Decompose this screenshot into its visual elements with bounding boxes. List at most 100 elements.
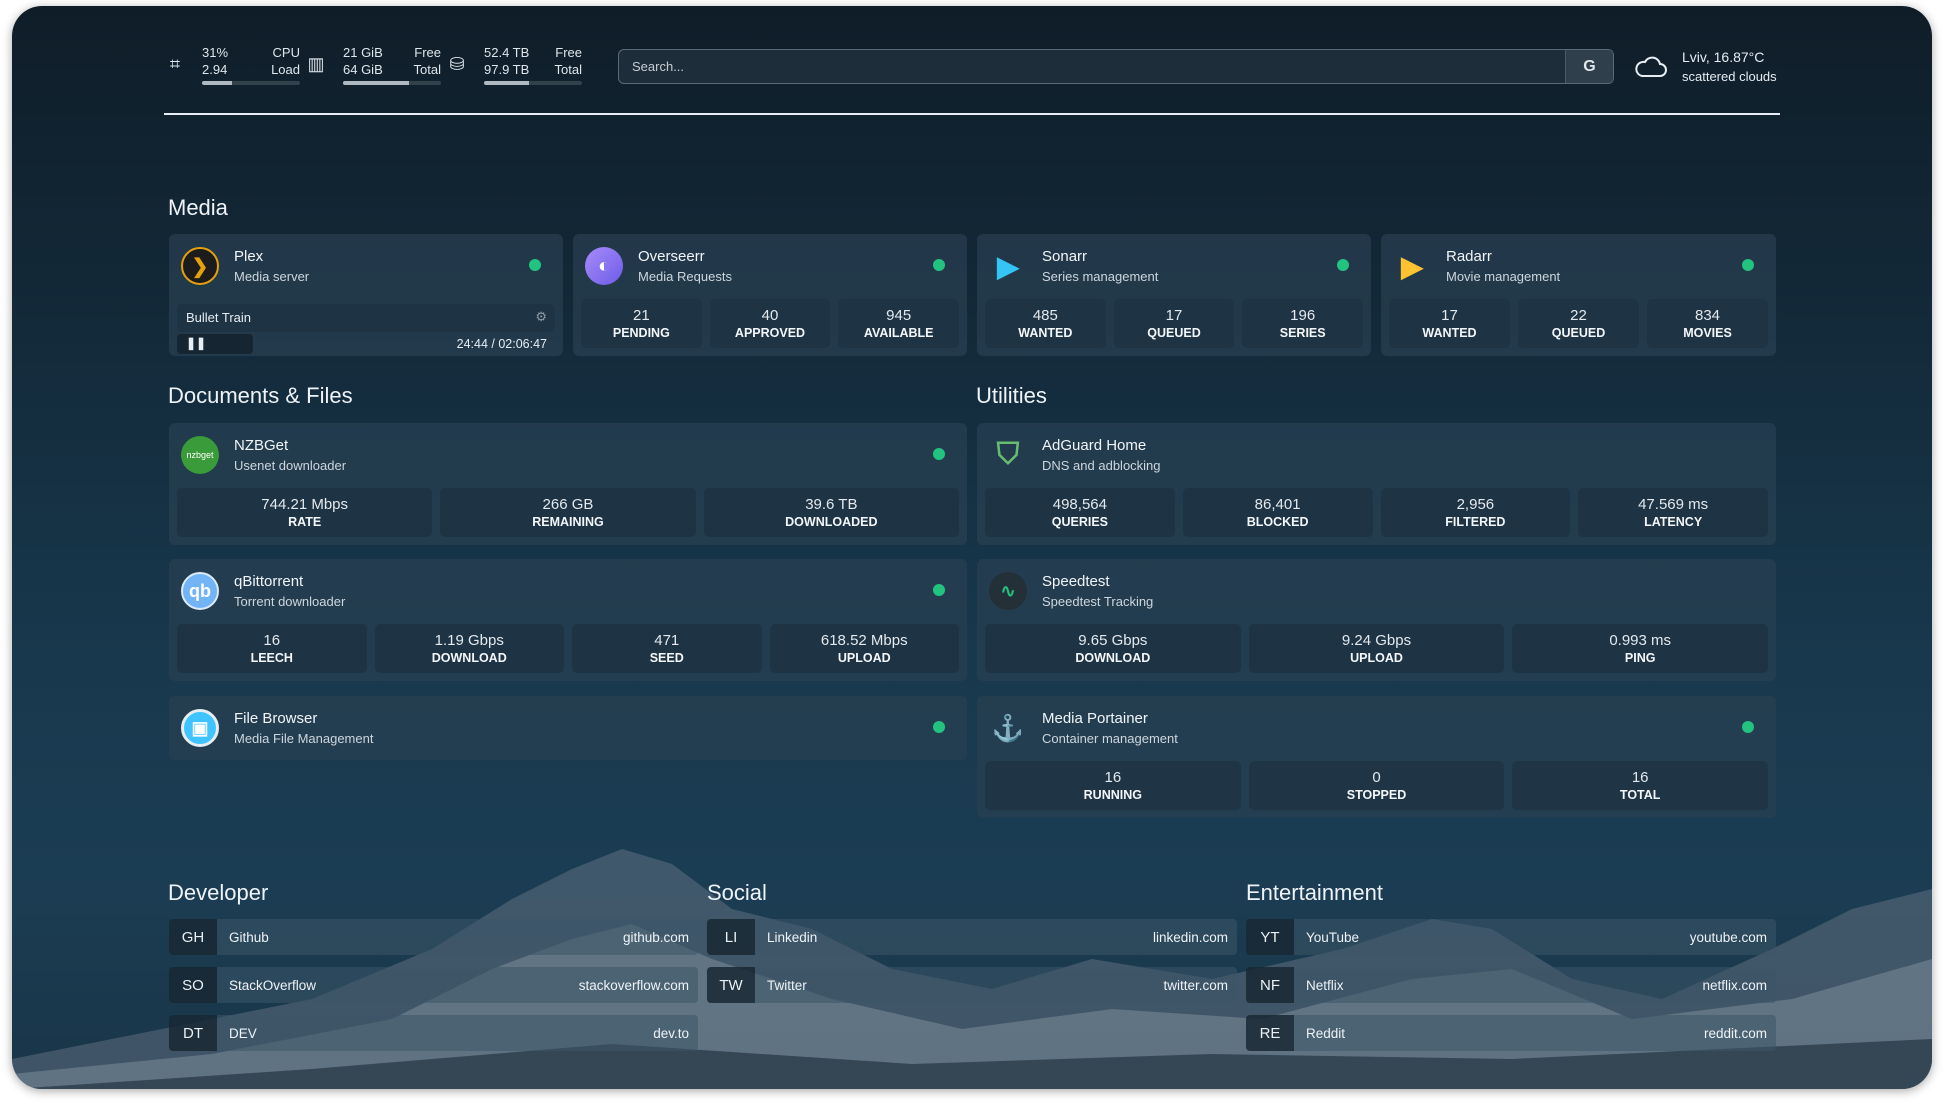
card-title: File Browser — [234, 710, 318, 727]
stat-label: AVAILABLE — [863, 326, 934, 340]
radarr-icon: ▶ — [1401, 250, 1423, 282]
bookmark-name: Linkedin — [767, 929, 818, 945]
playback-time: 24:44 / 02:06:47 — [456, 337, 547, 351]
plex-card[interactable]: ❯ Plex Media server Bullet Train ⚙ ❚❚ 24… — [169, 234, 563, 356]
stat-value: 17 — [1441, 307, 1458, 324]
stat-blocked: 86,401 BLOCKED — [1182, 488, 1373, 537]
qbittorrent-card[interactable]: qb qBittorrent Torrent downloader 16 LEECH… — [169, 559, 967, 681]
stats-row: 16 LEECH 1.19 Gbps DOWNLOAD 471 SEED 618.52 Mb… — [177, 624, 959, 673]
stat-queued: 22 QUEUED — [1518, 299, 1639, 348]
bookmark-netflix[interactable]: NF Netflix netflix.com — [1246, 967, 1776, 1003]
bookmark-url: youtube.com — [1689, 929, 1767, 945]
adguard-shield-icon: ⛉ — [996, 438, 1020, 471]
card-title: Speedtest — [1042, 573, 1110, 590]
nzbget-card[interactable]: nzbget NZBGet Usenet downloader 744.21 Mb… — [169, 423, 967, 545]
speedtest-card[interactable]: ∿ Speedtest Speedtest Tracking 9.65 Gbps D… — [977, 559, 1776, 681]
speedtest-icon: ∿ — [989, 572, 1027, 610]
status-dot — [1742, 259, 1754, 271]
weather-widget: Lviv, 16.87°C scattered clouds — [1634, 48, 1777, 86]
bookmark-url: linkedin.com — [1152, 929, 1228, 945]
adguard-card[interactable]: ⛉ AdGuard Home DNS and adblocking 498,564… — [977, 423, 1776, 545]
stat-value: 498,564 — [1052, 496, 1107, 513]
stats-row: 498,564 QUERIES 86,401 BLOCKED 2,956 FILTERED… — [985, 488, 1768, 537]
radarr-card[interactable]: ▶ Radarr Movie management 17 WANTED 22 QUEUE… — [1381, 234, 1776, 356]
stat-wanted: 485 WANTED — [985, 299, 1106, 348]
bookmark-url: dev.to — [653, 1025, 689, 1041]
settings-icon[interactable]: ⚙ — [535, 309, 547, 324]
stat-label: REMAINING — [532, 515, 604, 529]
stat-label: BLOCKED — [1246, 515, 1309, 529]
card-title: Media Portainer — [1042, 710, 1148, 727]
stat-value: 9.65 Gbps — [1078, 632, 1148, 649]
stat-value: 945 — [886, 307, 912, 324]
bookmark-github[interactable]: GH Github github.com — [169, 919, 698, 955]
playback-bar: ❚❚ 24:44 / 02:06:47 — [177, 334, 555, 354]
google-search-button[interactable]: G — [1565, 50, 1613, 83]
stat-label: FILTERED — [1445, 515, 1506, 529]
disk-bar — [484, 81, 582, 85]
stat-label: WANTED — [1422, 326, 1477, 340]
stat-label: DOWNLOAD — [431, 651, 507, 665]
memory-free: 21 GiB — [343, 45, 383, 60]
bookmark-abbr: RE — [1246, 1015, 1294, 1051]
disk-free: 52.4 TB — [484, 45, 530, 60]
bookmark-twitter[interactable]: TW Twitter twitter.com — [707, 967, 1237, 1003]
sonarr-icon: ▶ — [997, 250, 1019, 282]
status-dot — [933, 259, 945, 271]
card-subtitle: Media Requests — [638, 269, 732, 284]
card-subtitle: Movie management — [1446, 269, 1561, 284]
stat-label: TOTAL — [1619, 788, 1661, 802]
stat-label: STOPPED — [1346, 788, 1407, 802]
stat-stopped: 0 STOPPED — [1248, 761, 1505, 810]
search-input[interactable] — [619, 50, 1565, 83]
bookmark-abbr: NF — [1246, 967, 1294, 1003]
sonarr-card[interactable]: ▶ Sonarr Series management 485 WANTED 17 QUE… — [977, 234, 1371, 356]
bookmark-name: Twitter — [767, 977, 807, 993]
portainer-card[interactable]: ⚓ Media Portainer Container management 16… — [977, 696, 1776, 818]
bookmark-stackoverflow[interactable]: SO StackOverflow stackoverflow.com — [169, 967, 698, 1003]
stat-value: 16 — [1104, 769, 1122, 786]
stat-value: 0.993 ms — [1609, 632, 1672, 649]
card-title: AdGuard Home — [1042, 437, 1147, 454]
bookmark-abbr: DT — [169, 1015, 217, 1051]
memory-icon: ▥ — [307, 54, 325, 74]
stats-row: 21 PENDING 40 APPROVED 945 AVAILABLE — [581, 299, 960, 348]
nzbget-icon: nzbget — [181, 436, 219, 474]
bookmark-reddit[interactable]: RE Reddit reddit.com — [1246, 1015, 1776, 1051]
cpu-label: CPU — [272, 45, 300, 60]
stat-label: DOWNLOAD — [1075, 651, 1151, 665]
card-title: Overseerr — [638, 248, 705, 265]
stat-label: QUERIES — [1051, 515, 1108, 529]
bookmark-dev[interactable]: DT DEV dev.to — [169, 1015, 698, 1051]
status-dot — [1742, 721, 1754, 733]
bookmark-linkedin[interactable]: LI Linkedin linkedin.com — [707, 919, 1237, 955]
stats-row: 16 RUNNING 0 STOPPED 16 TOTAL — [985, 761, 1769, 810]
card-subtitle: Speedtest Tracking — [1042, 594, 1154, 609]
stat-seed: 471 SEED — [572, 624, 762, 673]
stat-label: UPLOAD — [1350, 651, 1403, 665]
overseerr-card[interactable]: ◐ Overseerr Media Requests 21 PENDING 40 APP… — [573, 234, 967, 356]
cloud-icon — [1635, 56, 1667, 77]
stat-label: RATE — [288, 515, 322, 529]
stat-approved: 40 APPROVED — [709, 299, 831, 348]
section-utilities: Utilities — [976, 383, 1047, 408]
stat-label: UPLOAD — [837, 651, 891, 665]
filebrowser-card[interactable]: ▣ File Browser Media File Management — [169, 696, 967, 760]
stat-download: 1.19 Gbps DOWNLOAD — [374, 624, 564, 673]
card-title: NZBGet — [234, 437, 289, 454]
stat-movies: 834 MOVIES — [1647, 299, 1768, 348]
bookmark-name: YouTube — [1306, 929, 1360, 945]
card-title: qBittorrent — [234, 573, 304, 590]
memory-stat: 21 GiB 64 GiB Free Total — [343, 44, 441, 85]
status-dot — [1337, 259, 1349, 271]
portainer-icon: ⚓ — [991, 712, 1025, 743]
stat-filtered: 2,956 FILTERED — [1380, 488, 1571, 537]
pause-icon[interactable]: ❚❚ — [186, 336, 207, 350]
stat-value: 618.52 Mbps — [820, 632, 908, 649]
bookmark-youtube[interactable]: YT YouTube youtube.com — [1246, 919, 1776, 955]
stat-label: LATENCY — [1644, 515, 1703, 529]
stat-value: 16 — [263, 632, 281, 649]
stat-label: QUEUED — [1147, 326, 1201, 340]
stat-queries: 498,564 QUERIES — [985, 488, 1175, 537]
stat-available: 945 AVAILABLE — [838, 299, 960, 348]
